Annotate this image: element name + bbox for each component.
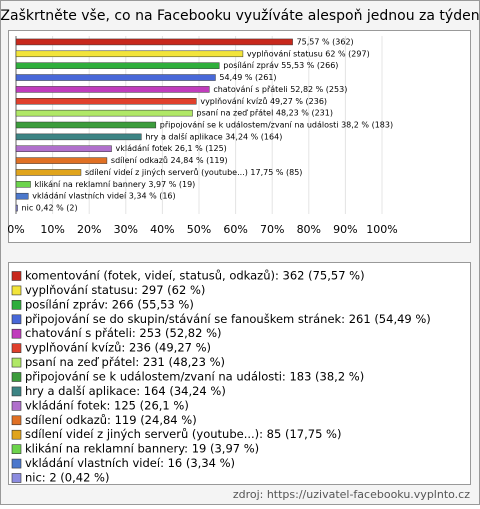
x-tick-label: 80% [297,223,321,236]
legend-swatch [11,300,22,310]
bar-label: posílání zpráv 55,53 % (266) [223,61,338,70]
legend-swatch [11,401,22,411]
x-tick-label: 0% [7,223,24,236]
x-tick-label: 90% [333,223,357,236]
bar-label: chatování s přáteli 52,82 % (253) [213,85,347,94]
bar-label: sdílení videí z jiných serverů (youtube.… [85,167,302,177]
bar-label: psaní na zeď přátel 48,23 % (231) [197,109,333,118]
bar [15,38,293,46]
x-tick-label: 50% [187,223,211,236]
legend-label: posílání zpráv: 266 (55,53 %) [25,297,194,311]
bar-label: připojování se k událostem/zvaní na udál… [160,121,393,130]
x-tick-label: 10% [40,223,64,236]
legend-label: komentování (fotek, videí, statusů, odka… [25,269,365,283]
bar [15,121,157,129]
bar [15,109,193,117]
bar-label: 75,57 % (362) [297,37,354,46]
bar [15,98,197,105]
bar [15,74,216,81]
legend-label: vyplňování statusu: 297 (62 %) [25,283,205,297]
legend-swatch [11,271,22,281]
legend-swatch [11,386,22,397]
legend-swatch [11,343,22,353]
bar [15,157,108,164]
bar [15,133,142,141]
legend-label: sdílení odkazů: 119 (24,84 %) [25,413,197,427]
legend-swatch [11,328,22,339]
bar [15,62,220,69]
legend-label: připojování se k událostem/zvaní na udál… [25,370,364,384]
legend-label: vyplňování kvízů: 236 (49,27 %) [25,341,211,355]
x-tick-label: 30% [114,223,138,236]
x-tick-label: 20% [77,223,101,236]
legend-swatch [11,285,22,296]
bar [15,181,31,188]
x-tick-label: 60% [223,223,247,236]
x-tick-label: 100% [366,223,397,236]
bar-label: sdílení odkazů 24,84 % (119) [111,155,228,165]
source: zdroj: https://uzivatel-facebooku.vyplnt… [233,488,470,501]
legend-label: sdílení videí z jiných serverů (youtube.… [25,427,341,441]
legend-swatch [11,372,22,382]
bar-label: klikání na reklamní bannery 3,97 % (19) [35,180,196,189]
bar-label: vyplňování kvízů 49,27 % (236) [200,96,327,106]
legend-swatch [11,458,22,469]
bar-label: nic 0,42 % (2) [22,204,78,213]
legend-label: psaní na zeď přátel: 231 (48,23 %) [25,355,225,369]
legend-label: hry a další aplikace: 164 (34,24 %) [25,384,226,398]
legend-label: vkládání fotek: 125 (26,1 %) [25,398,189,412]
legend-label: nic: 2 (0,42 %) [25,471,109,485]
bar-label: vyplňování statusu 62 % (297) [247,48,370,58]
legend-box [8,262,471,485]
bar-label: hry a další aplikace 34,24 % (164) [145,131,282,141]
bar-label: 54,49 % (261) [219,73,276,82]
legend-swatch [11,444,22,454]
legend-label: připojování se do skupin/stávání se fano… [25,312,431,326]
bar-label: vkládání vlastních videí 3,34 % (16) [32,192,175,201]
chart-title: Zaškrtněte vše, co na Facebooku využívát… [0,8,479,24]
legend-swatch [11,415,22,426]
bar [15,169,82,176]
bar [15,145,112,152]
bar-label: vkládání fotek 26,1 % (125) [116,144,227,153]
legend-swatch [11,473,22,483]
legend-label: klikání na reklamní bannery: 19 (3,97 %) [25,442,259,456]
bar [15,50,244,58]
x-tick-label: 70% [260,223,284,236]
legend-swatch [11,314,22,325]
x-tick-label: 40% [150,223,174,236]
bar [15,192,29,200]
legend-label: vkládání vlastních videí: 16 (3,34 %) [25,456,235,470]
bar [15,86,210,93]
legend-swatch [11,357,22,368]
legend-swatch [11,429,22,440]
legend-label: chatování s přáteli: 253 (52,82 %) [25,326,222,340]
bar [15,204,18,212]
